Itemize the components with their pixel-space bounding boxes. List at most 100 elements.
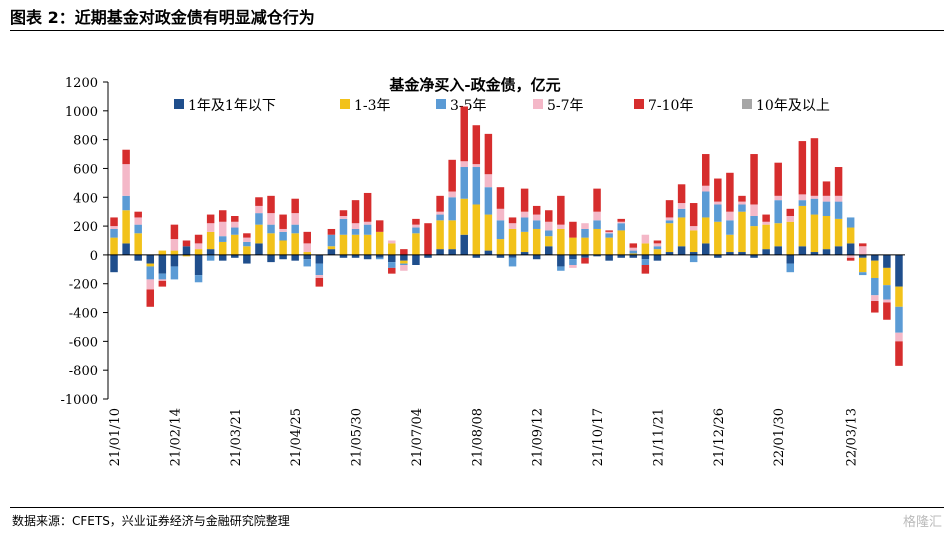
bar-segment bbox=[689, 230, 698, 253]
y-tick-label: -1000 bbox=[61, 393, 98, 408]
bar-segment bbox=[279, 228, 287, 232]
bar-segment bbox=[774, 195, 782, 201]
bar-segment bbox=[665, 217, 674, 221]
bar-segment bbox=[110, 254, 118, 273]
bar-segment bbox=[412, 227, 420, 234]
bar-segment bbox=[279, 214, 287, 229]
x-tick-label: 21/09/12 bbox=[531, 408, 546, 466]
bar-segment bbox=[689, 226, 698, 231]
bar-segment bbox=[750, 226, 758, 255]
bar-segment bbox=[726, 220, 734, 235]
bar-segment bbox=[895, 306, 903, 333]
bar-segment bbox=[581, 257, 589, 264]
legend-item: 3-5年 bbox=[436, 98, 487, 114]
bar-segment bbox=[436, 195, 444, 212]
bar-segment bbox=[677, 217, 686, 247]
bar-segment bbox=[218, 236, 227, 242]
bar-segment bbox=[846, 254, 855, 258]
x-tick-label: 21/12/26 bbox=[712, 408, 727, 466]
bar-segment bbox=[363, 254, 372, 260]
bar-segment bbox=[617, 221, 625, 224]
bar-segment bbox=[327, 228, 336, 235]
bar-segment bbox=[363, 221, 372, 225]
x-tick-label: 21/10/17 bbox=[591, 408, 606, 466]
bar-segment bbox=[545, 210, 553, 222]
bar-segment bbox=[883, 267, 891, 286]
bar-segment bbox=[303, 259, 311, 267]
bar-segment bbox=[279, 240, 287, 255]
bar-segment bbox=[834, 167, 843, 196]
bar-segment bbox=[545, 221, 553, 231]
bar-segment bbox=[400, 263, 408, 265]
x-tick-label: 21/11/21 bbox=[651, 408, 666, 466]
watermark-logo: 格隆汇 bbox=[902, 515, 942, 530]
bar-segment bbox=[496, 254, 505, 258]
bar-segment bbox=[569, 259, 577, 265]
bar-segment bbox=[702, 191, 710, 218]
bar-segment bbox=[315, 263, 324, 276]
bar-segment bbox=[388, 267, 396, 274]
bar-segment bbox=[689, 254, 698, 263]
y-tick-label: 1000 bbox=[65, 105, 98, 120]
bar-segment bbox=[834, 246, 843, 255]
bar-segment bbox=[605, 233, 613, 238]
bar-segment bbox=[798, 200, 807, 206]
bar-segment bbox=[738, 201, 746, 205]
bar-segment bbox=[653, 243, 662, 247]
bar-segment bbox=[243, 241, 251, 247]
bar-segment bbox=[810, 214, 819, 253]
bar-segment bbox=[303, 252, 311, 255]
bar-segment bbox=[243, 233, 251, 238]
bar-segment bbox=[267, 213, 275, 225]
bar-segment bbox=[798, 205, 807, 247]
bar-segment bbox=[895, 254, 903, 287]
bar-segment bbox=[895, 332, 903, 342]
bar-segment bbox=[206, 223, 215, 232]
bar-segment bbox=[424, 254, 432, 258]
bar-segment bbox=[206, 231, 215, 250]
bar-segment bbox=[122, 195, 130, 211]
bar-segment bbox=[158, 280, 167, 287]
bar-segment bbox=[351, 254, 360, 258]
bar-segment bbox=[653, 249, 662, 255]
bar-segment bbox=[617, 218, 625, 222]
bar-segment bbox=[170, 266, 179, 280]
bar-segment bbox=[629, 243, 638, 248]
bar-segment bbox=[194, 234, 203, 244]
bar-segment bbox=[871, 295, 879, 302]
bar-segment bbox=[569, 254, 577, 260]
bar-segment bbox=[182, 246, 191, 255]
bar-segment bbox=[786, 254, 795, 264]
legend-swatch bbox=[340, 99, 350, 109]
bar-segment bbox=[194, 254, 203, 276]
bar-segment bbox=[786, 221, 795, 255]
bar-segment bbox=[448, 159, 456, 192]
legend-swatch bbox=[436, 99, 446, 109]
bar-segment bbox=[400, 249, 408, 255]
x-tick-label: 21/07/04 bbox=[410, 408, 425, 466]
bar-segment bbox=[218, 254, 227, 261]
bar-segment bbox=[412, 254, 420, 265]
bar-segment bbox=[279, 231, 287, 241]
bar-segment bbox=[194, 243, 203, 250]
bar-segment bbox=[532, 228, 541, 255]
bar-segment bbox=[460, 234, 468, 255]
bar-segment bbox=[883, 254, 891, 268]
bar-segment bbox=[641, 243, 650, 255]
y-tick-label: 1200 bbox=[65, 76, 98, 91]
bar-segment bbox=[629, 247, 638, 251]
bar-segment bbox=[122, 243, 130, 255]
bar-segment bbox=[291, 254, 299, 261]
legend-swatch bbox=[174, 99, 184, 109]
bar-segment bbox=[665, 200, 674, 218]
source-note: 数据来源：CFETS，兴业证券经济与金融研究院整理 bbox=[12, 514, 290, 528]
bar-segment bbox=[798, 141, 807, 195]
bar-segment bbox=[448, 220, 456, 250]
bar-segment bbox=[412, 224, 420, 228]
bar-segment bbox=[327, 249, 336, 255]
bar-segment bbox=[484, 187, 493, 215]
bar-segment bbox=[738, 195, 746, 202]
legend-item: 1-3年 bbox=[340, 98, 391, 114]
x-tick-label: 22/03/13 bbox=[845, 408, 860, 466]
bar-segment bbox=[677, 184, 686, 204]
